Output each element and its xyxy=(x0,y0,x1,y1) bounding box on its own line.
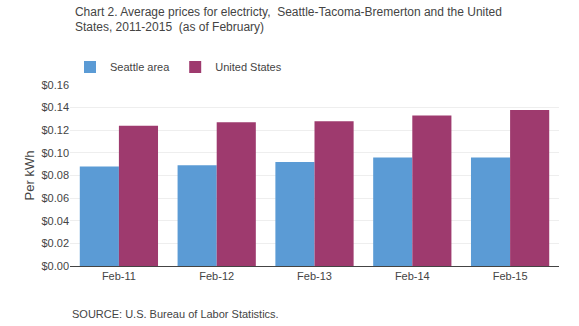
svg-text:$0.00: $0.00 xyxy=(41,260,69,272)
svg-text:United States: United States xyxy=(215,61,282,73)
svg-text:Feb-15: Feb-15 xyxy=(493,270,528,282)
svg-text:Feb-14: Feb-14 xyxy=(395,270,430,282)
svg-text:$0.10: $0.10 xyxy=(41,147,69,159)
svg-text:$0.16: $0.16 xyxy=(41,79,69,91)
svg-text:Per kWh: Per kWh xyxy=(22,151,37,201)
svg-text:Seattle area: Seattle area xyxy=(110,61,170,73)
svg-text:$0.04: $0.04 xyxy=(41,215,69,227)
svg-text:Feb-13: Feb-13 xyxy=(297,270,332,282)
svg-text:Chart 2. Average prices for el: Chart 2. Average prices for electricty, … xyxy=(75,5,502,35)
svg-text:$0.08: $0.08 xyxy=(41,169,69,181)
svg-text:$0.02: $0.02 xyxy=(41,237,69,249)
svg-text:$0.14: $0.14 xyxy=(41,101,69,113)
svg-text:$0.12: $0.12 xyxy=(41,124,69,136)
svg-text:$0.06: $0.06 xyxy=(41,192,69,204)
svg-text:Feb-12: Feb-12 xyxy=(199,270,234,282)
svg-text:Feb-11: Feb-11 xyxy=(102,270,136,282)
svg-text:SOURCE: U.S. Bureau of Labor S: SOURCE: U.S. Bureau of Labor Statistics. xyxy=(72,308,279,320)
